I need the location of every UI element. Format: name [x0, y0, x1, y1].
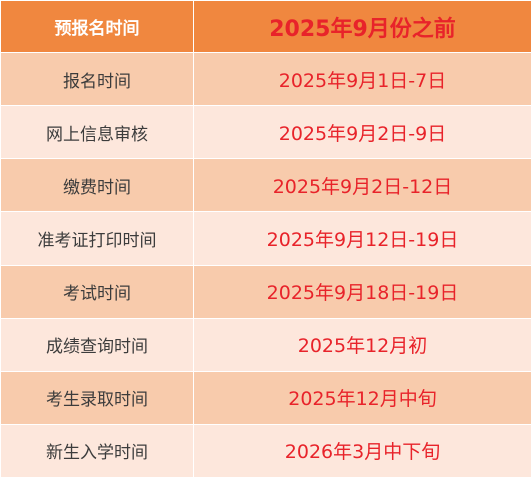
- header-label-cell: 预报名时间: [0, 0, 194, 54]
- schedule-item-date: 2025年9月18日-19日: [193, 264, 531, 319]
- table-row: 缴费时间 2025年9月2日-12日: [0, 158, 531, 213]
- schedule-item-label: 考试时间: [0, 264, 194, 319]
- schedule-item-date: 2025年9月2日-12日: [193, 158, 531, 213]
- schedule-item-date: 2025年9月2日-9日: [193, 105, 531, 160]
- schedule-item-date: 2025年12月中旬: [193, 370, 531, 425]
- schedule-item-date: 2026年3月中下旬: [193, 423, 531, 478]
- table-header-row: 预报名时间 2025年9月份之前: [0, 0, 531, 54]
- table-row: 成绩查询时间 2025年12月初: [0, 317, 531, 372]
- schedule-item-label: 缴费时间: [0, 158, 194, 213]
- schedule-item-date: 2025年9月12日-19日: [193, 211, 531, 266]
- schedule-item-label: 成绩查询时间: [0, 317, 194, 372]
- schedule-item-label: 报名时间: [0, 52, 194, 107]
- schedule-item-date: 2025年9月1日-7日: [193, 52, 531, 107]
- table-row: 考生录取时间 2025年12月中旬: [0, 370, 531, 425]
- schedule-item-date: 2025年12月初: [193, 317, 531, 372]
- table-row: 准考证打印时间 2025年9月12日-19日: [0, 211, 531, 266]
- header-value-cell: 2025年9月份之前: [193, 0, 531, 54]
- table-row: 新生入学时间 2026年3月中下旬: [0, 423, 531, 478]
- schedule-item-label: 网上信息审核: [0, 105, 194, 160]
- schedule-item-label: 准考证打印时间: [0, 211, 194, 266]
- table-row: 网上信息审核 2025年9月2日-9日: [0, 105, 531, 160]
- schedule-item-label: 考生录取时间: [0, 370, 194, 425]
- table-row: 报名时间 2025年9月1日-7日: [0, 52, 531, 107]
- schedule-item-label: 新生入学时间: [0, 423, 194, 478]
- table-row: 考试时间 2025年9月18日-19日: [0, 264, 531, 319]
